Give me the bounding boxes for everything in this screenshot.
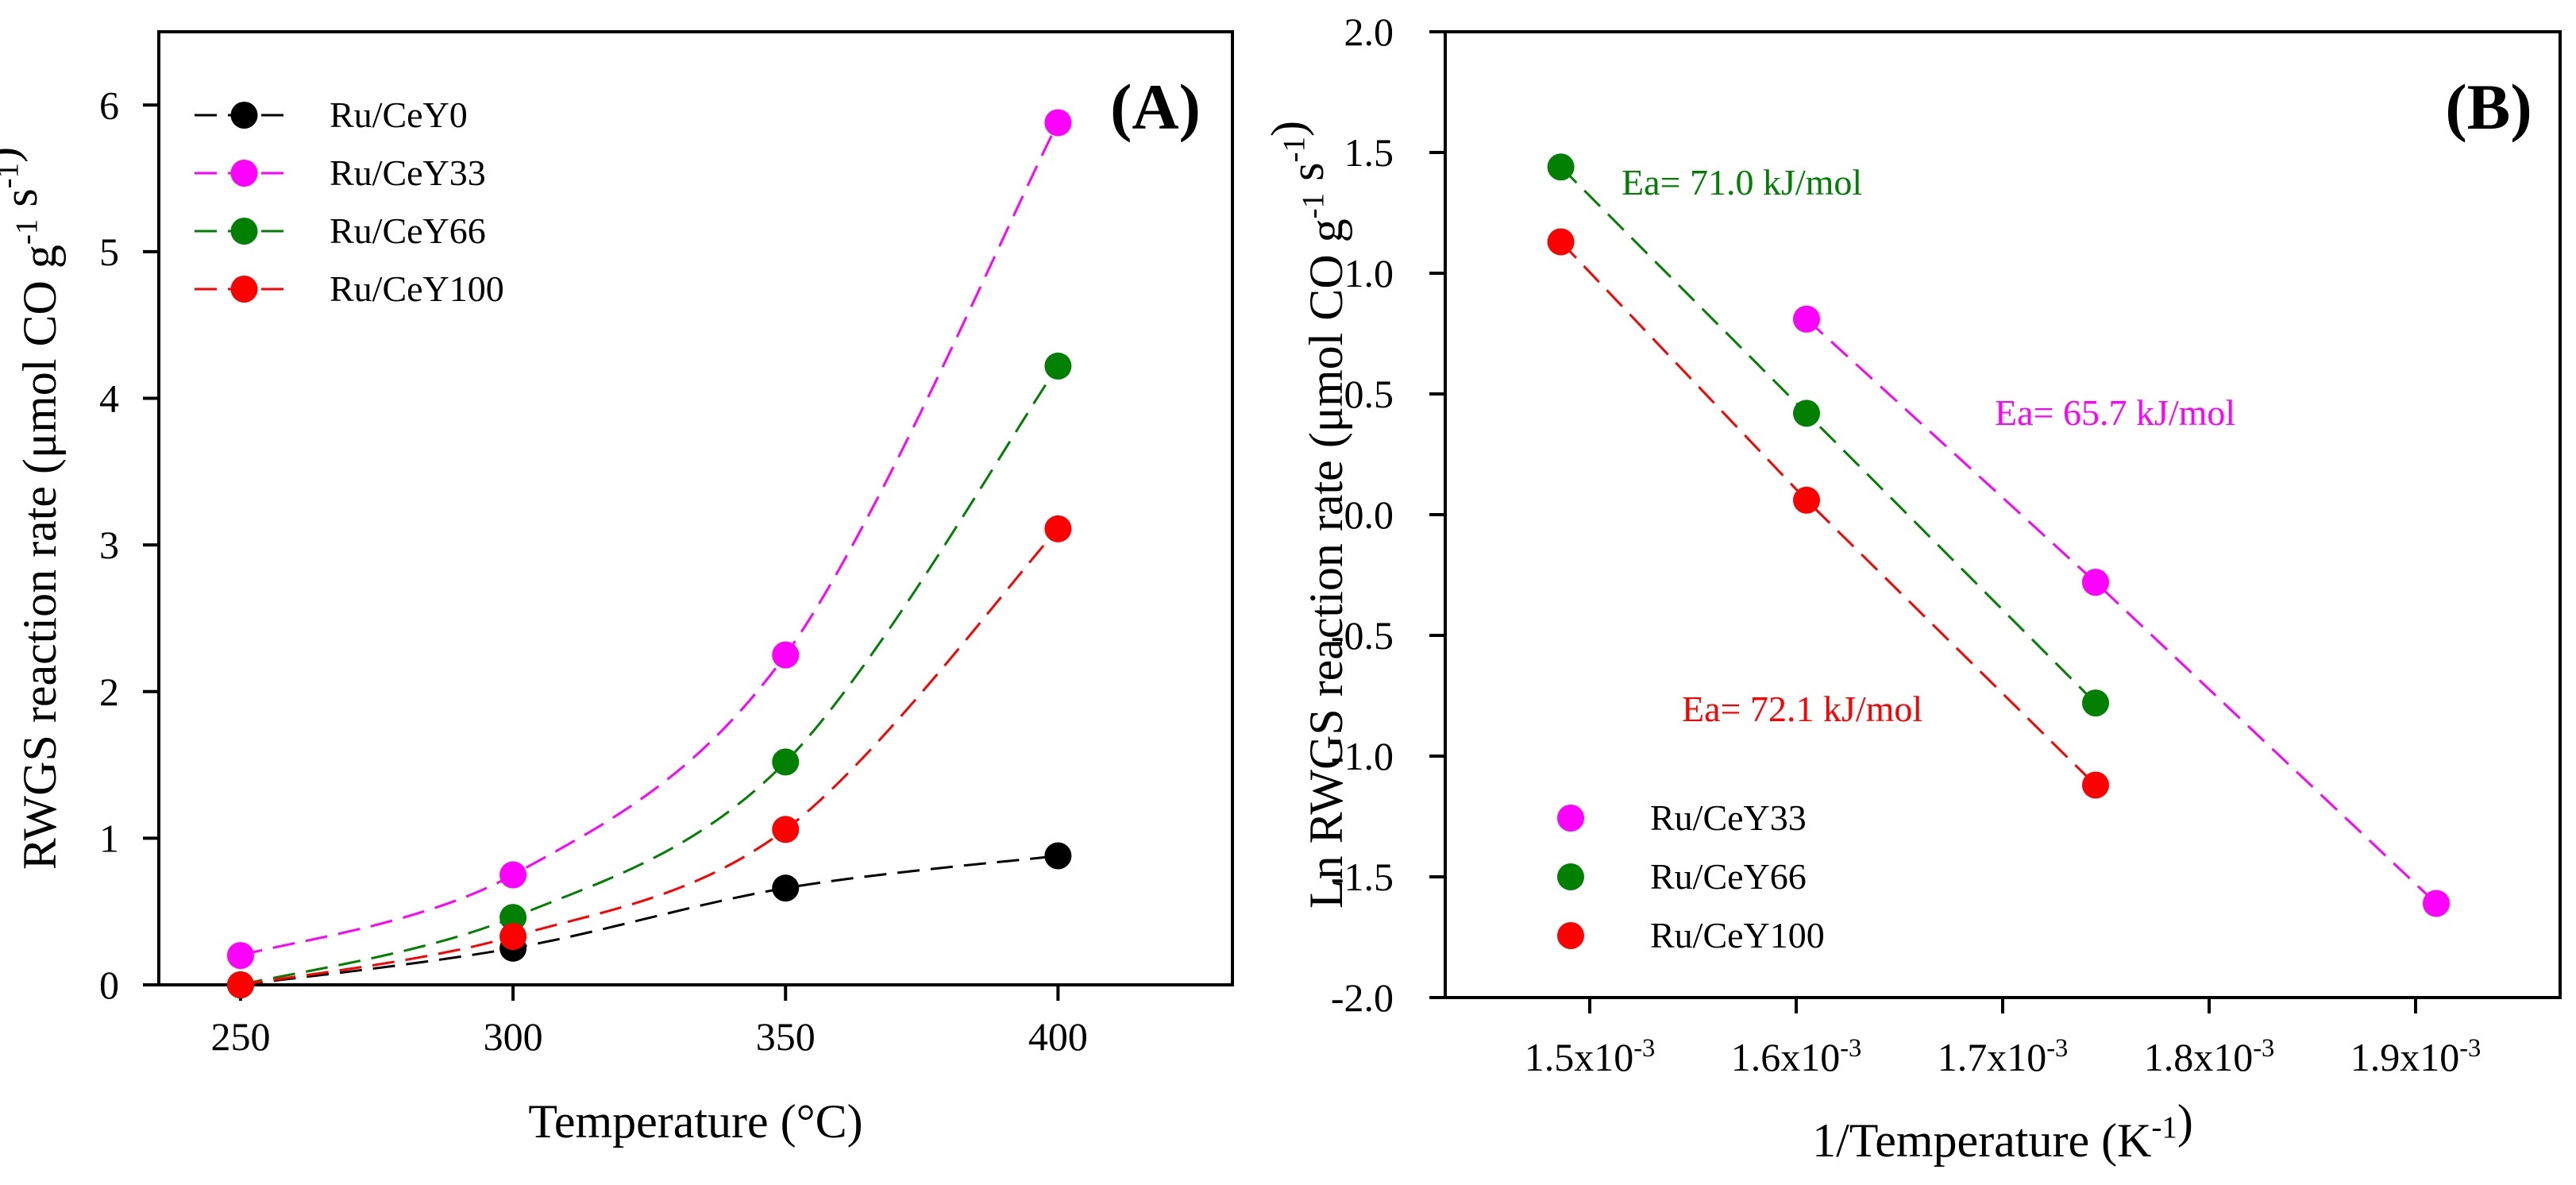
y-tick-label: -1.5 xyxy=(1331,855,1394,899)
y-tick-label: 0 xyxy=(99,963,119,1007)
x-tick-label: 1.5x10-3 xyxy=(1525,1034,1656,1079)
y-tick-label: 0.0 xyxy=(1344,492,1394,537)
legend-label: Ru/CeY33 xyxy=(1650,797,1807,838)
x-tick-label: 300 xyxy=(484,1014,543,1059)
legend-label: Ru/CeY100 xyxy=(1650,915,1825,955)
x-tick-label: 350 xyxy=(756,1014,816,1059)
series-line-ru-cey66 xyxy=(1560,166,2097,704)
x-tick-label: 1.6x10-3 xyxy=(1731,1034,1862,1079)
y-tick-label: 6 xyxy=(99,83,119,127)
legend-marker xyxy=(1557,922,1584,949)
y-axis-title: RWGS reaction rate (μmol CO g-1 s-1) xyxy=(0,147,66,870)
y-tick-label: 0.5 xyxy=(1344,372,1394,416)
data-point xyxy=(2082,771,2109,799)
x-tick-label: 400 xyxy=(1028,1014,1088,1059)
series-line-ru-cey66 xyxy=(240,365,1059,986)
legend-marker xyxy=(230,218,258,245)
activation-energy-label: Ea= 71.0 kJ/mol xyxy=(1622,162,1862,203)
activation-energy-label: Ea= 65.7 kJ/mol xyxy=(1995,392,2235,433)
series-line-ru-cey100 xyxy=(240,527,1059,986)
y-tick-label: 3 xyxy=(99,523,119,567)
x-tick-label: 1.9x10-3 xyxy=(2350,1034,2482,1079)
legend-marker xyxy=(230,276,258,303)
data-point xyxy=(2423,890,2450,917)
x-tick-label: 250 xyxy=(210,1014,270,1059)
data-point xyxy=(2082,569,2109,596)
data-point xyxy=(772,874,800,902)
legend-label: Ru/CeY33 xyxy=(330,152,486,193)
data-point xyxy=(1044,842,1072,870)
data-point xyxy=(2082,689,2109,717)
data-point xyxy=(1793,305,1820,333)
data-point xyxy=(1044,515,1072,542)
x-tick-label: 1.7x10-3 xyxy=(1938,1034,2069,1079)
y-tick-label: 2.0 xyxy=(1344,10,1394,54)
plot-frame xyxy=(157,30,1234,986)
y-tick-label: 1 xyxy=(99,816,119,860)
data-point xyxy=(1547,153,1575,181)
data-point xyxy=(772,641,800,669)
data-point xyxy=(1044,352,1072,380)
data-point xyxy=(499,923,527,951)
legend-marker xyxy=(1557,805,1584,832)
x-axis-title: 1/Temperature (K-1) xyxy=(1812,1095,2193,1167)
x-axis-title: Temperature (°C) xyxy=(528,1095,862,1148)
series-line-ru-cey100 xyxy=(1560,241,2097,786)
legend-label: Ru/CeY66 xyxy=(330,210,486,251)
series-line-ru-cey33 xyxy=(240,122,1059,957)
series-line-ru-cey33 xyxy=(1805,318,2438,905)
y-tick-label: 4 xyxy=(99,376,119,421)
legend-marker xyxy=(1557,863,1584,890)
data-point xyxy=(226,942,254,970)
legend-label: Ru/CeY100 xyxy=(330,268,504,309)
x-tick-label: 1.8x10-3 xyxy=(2144,1034,2275,1079)
data-point xyxy=(1044,109,1072,137)
y-tick-label: 1.0 xyxy=(1344,251,1394,295)
y-tick-label: -2.0 xyxy=(1331,975,1394,1020)
plot-frame xyxy=(1444,30,2562,999)
data-point xyxy=(772,816,800,843)
data-point xyxy=(226,971,254,998)
y-axis-title: Ln RWGS reaction rate (μmol CO g-1 s-1) xyxy=(1262,121,1352,909)
data-point xyxy=(499,861,527,889)
data-point xyxy=(1793,400,1820,427)
data-point xyxy=(499,904,527,932)
series-line-ru-cey0 xyxy=(240,855,1059,986)
data-point xyxy=(1547,228,1575,256)
chart-panel-b: 1.5x10-3 1.6x10-3 1.7x10-3 1.8x10-3 1.9x10-3… xyxy=(1262,10,2562,1167)
legend-marker xyxy=(230,160,258,187)
activation-energy-label: Ea= 72.1 kJ/mol xyxy=(1682,689,1922,729)
chart-panel-a: 250 300 350 400 0 1 2 3 4 5 6 Temperature (°C) RWGS … xyxy=(0,30,1234,1148)
legend-marker xyxy=(230,102,258,129)
y-tick-label: -1.0 xyxy=(1331,734,1394,778)
data-point xyxy=(1793,486,1820,514)
panel-label: (B) xyxy=(2445,71,2532,143)
y-tick-label: 2 xyxy=(99,670,119,714)
y-tick-label: -0.5 xyxy=(1331,613,1394,658)
y-tick-label: 5 xyxy=(99,230,119,274)
y-tick-label: 1.5 xyxy=(1344,130,1394,175)
data-point xyxy=(772,748,800,776)
legend-label: Ru/CeY0 xyxy=(330,95,468,135)
panel-label: (A) xyxy=(1110,71,1201,143)
legend-label: Ru/CeY66 xyxy=(1650,856,1807,897)
